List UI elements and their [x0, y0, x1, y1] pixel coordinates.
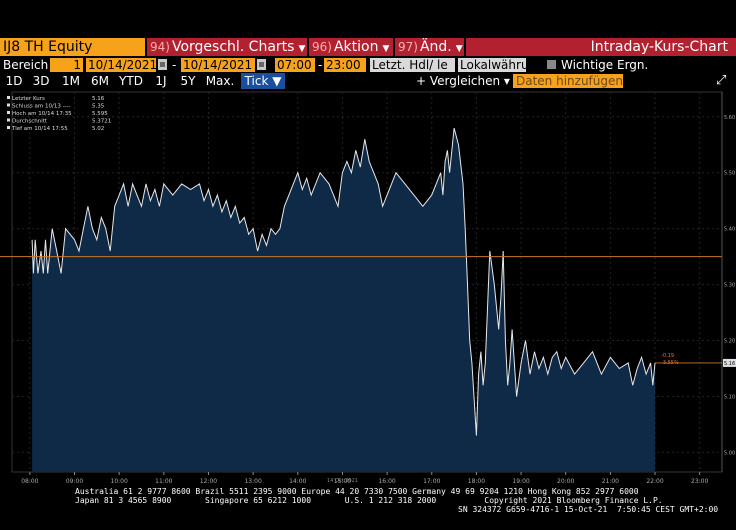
- legend-label: Durchschnitt: [12, 119, 48, 125]
- menu-label: Änd.: [419, 39, 452, 55]
- last-price-badge: [723, 358, 736, 367]
- action-menu[interactable]: 96) Aktion ▼: [309, 38, 393, 56]
- ticker-field[interactable]: IJ8 TH Equity: [0, 38, 145, 56]
- calendar-icon[interactable]: [257, 59, 266, 70]
- x-tick-label: 20:00: [557, 478, 574, 484]
- date-separator: -: [172, 58, 177, 72]
- events-label: Wichtige Ergn.: [561, 58, 649, 72]
- menu-number: 94): [150, 40, 170, 54]
- legend-label: Hoch am 10/14 17:35: [12, 111, 72, 117]
- y-tick-label: 5.30: [724, 283, 735, 289]
- last-price-label: 5.16: [724, 361, 735, 367]
- compare-button[interactable]: + Vergleichen ▾: [416, 74, 510, 88]
- period-1y[interactable]: 1J: [155, 74, 167, 88]
- range-label: Bereich: [3, 58, 49, 72]
- x-tick-label: 13:00: [244, 478, 261, 484]
- footer-phones-1: Australia 61 2 9777 8600 Brazil 5511 239…: [75, 487, 639, 496]
- x-tick-label: 14:00: [289, 478, 306, 484]
- period-1d[interactable]: 1D: [5, 74, 23, 88]
- menu-number: 97): [398, 40, 418, 54]
- period-max[interactable]: Max.: [205, 74, 235, 88]
- x-tick-label: 15:00: [334, 478, 351, 484]
- legend-value: 5.02: [92, 126, 104, 132]
- y-tick-label: 5.00: [724, 450, 735, 456]
- menu-label: Aktion: [333, 39, 379, 55]
- legend-label: Schluss am 10/13 ----: [12, 104, 71, 110]
- price-type-select[interactable]: Letzt. Hdl/ le: [370, 58, 455, 72]
- events-checkbox[interactable]: [547, 60, 556, 69]
- y-tick-label: 5.60: [724, 115, 735, 121]
- legend-swatch: [7, 96, 10, 99]
- chevron-down-icon: ▼: [382, 44, 390, 54]
- suggested-charts-menu[interactable]: 94) Vorgeschl. Charts ▼: [147, 38, 307, 56]
- period-1m[interactable]: 1M: [62, 74, 80, 88]
- footer-phones-2: Japan 81 3 4565 8900 Singapore 65 6212 1…: [75, 496, 663, 505]
- start-date-field[interactable]: 10/14/2021: [86, 58, 158, 72]
- x-tick-label: 21:00: [602, 478, 619, 484]
- x-tick-label: 18:00: [468, 478, 485, 484]
- time-separator: -: [318, 58, 323, 72]
- x-tick-label: 23:00: [691, 478, 708, 484]
- footer-serial: SN 324372 G659-4716-1 15-Oct-21 7:50:45 …: [458, 505, 719, 514]
- add-data-input[interactable]: Daten hinzufügen: [513, 74, 623, 88]
- legend-swatch: [7, 118, 10, 122]
- x-tick-label: 11:00: [155, 478, 172, 484]
- legend-value: 5.35: [92, 104, 105, 110]
- x-tick-label: 08:00: [21, 478, 38, 484]
- legend-swatch: [7, 111, 10, 114]
- end-date-field[interactable]: 10/14/2021: [181, 58, 255, 72]
- period-tick[interactable]: Tick ▼: [241, 73, 285, 89]
- legend-value: 5.595: [92, 111, 108, 117]
- menu-label: Vorgeschl. Charts: [171, 39, 295, 55]
- range-value-field[interactable]: 1: [50, 58, 83, 72]
- chart-title: Intraday-Kurs-Chart: [466, 38, 736, 56]
- y-tick-label: 5.10: [724, 394, 735, 400]
- period-5y[interactable]: 5Y: [180, 74, 196, 88]
- calendar-icon[interactable]: [158, 59, 167, 70]
- price-chart[interactable]: 08:00 09:00 10:00 11:00 12:00 13:00 14:00 15:00…: [0, 90, 736, 484]
- chevron-down-icon: ▼: [455, 44, 463, 54]
- x-tick-label: 10:00: [111, 478, 128, 484]
- legend-swatch: [7, 103, 10, 107]
- chart-legend: Letzter Kurs 5.16 Schluss am 10/13 ---- 5.3…: [7, 96, 111, 132]
- y-tick-label: 5.50: [724, 171, 735, 177]
- legend-label: Tief am 10/14 17:55: [11, 126, 68, 132]
- x-tick-label: 19:00: [512, 478, 529, 484]
- y-tick-label: 5.40: [724, 227, 735, 233]
- edit-menu[interactable]: 97) Änd. ▼: [395, 38, 464, 56]
- y-tick-label: 5.20: [724, 339, 735, 345]
- period-ytd[interactable]: YTD: [119, 74, 143, 88]
- price-line: [31, 127, 656, 436]
- legend-value: 5.16: [92, 96, 105, 102]
- menu-number: 96): [312, 40, 332, 54]
- date-label: 14 Okt 2021: [327, 478, 358, 484]
- chart-axes: 08:00 09:00 10:00 11:00 12:00 13:00 14:00 15:00…: [21, 92, 736, 484]
- period-6m[interactable]: 6M: [91, 74, 109, 88]
- period-3d[interactable]: 3D: [32, 74, 50, 88]
- x-tick-label: 17:00: [423, 478, 440, 484]
- expand-icon[interactable]: ⤢: [716, 73, 727, 88]
- currency-select[interactable]: Lokalwähru: [458, 58, 526, 72]
- price-area: [32, 128, 656, 472]
- legend-swatch: [7, 126, 10, 129]
- end-time-field[interactable]: 23:00: [324, 58, 366, 72]
- x-tick-label: 09:00: [66, 478, 83, 484]
- change-pct-label: -3.55%: [661, 360, 679, 366]
- legend-label: Letzter Kurs: [12, 96, 45, 102]
- x-tick-label: 16:00: [378, 478, 395, 484]
- x-tick-label: 22:00: [646, 478, 663, 484]
- chevron-down-icon: ▼: [298, 44, 306, 54]
- legend-value: 5.3721: [92, 119, 111, 125]
- change-label: -0.19: [661, 353, 674, 359]
- start-time-field[interactable]: 07:00: [275, 58, 315, 72]
- x-tick-label: 12:00: [200, 478, 217, 484]
